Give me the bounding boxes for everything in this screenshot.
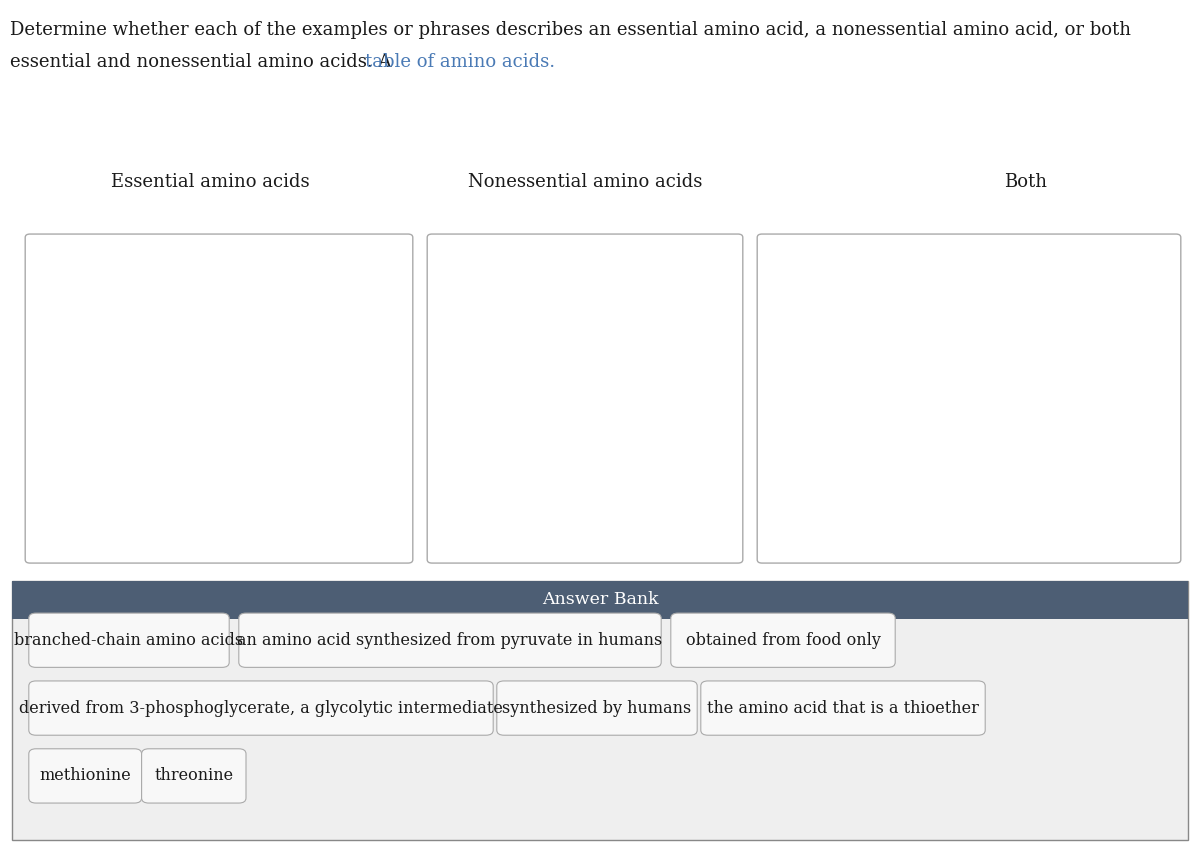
Text: an amino acid synthesized from pyruvate in humans: an amino acid synthesized from pyruvate … bbox=[238, 632, 662, 649]
Text: Determine whether each of the examples or phrases describes an essential amino a: Determine whether each of the examples o… bbox=[10, 21, 1130, 39]
FancyBboxPatch shape bbox=[29, 613, 229, 667]
Text: Nonessential amino acids: Nonessential amino acids bbox=[468, 173, 703, 191]
Text: threonine: threonine bbox=[155, 767, 233, 784]
FancyBboxPatch shape bbox=[25, 234, 413, 563]
Text: Essential amino acids: Essential amino acids bbox=[110, 173, 310, 191]
Text: table of amino acids.: table of amino acids. bbox=[365, 53, 556, 71]
Text: Both: Both bbox=[1004, 173, 1048, 191]
FancyBboxPatch shape bbox=[29, 749, 142, 803]
FancyBboxPatch shape bbox=[701, 681, 985, 735]
Text: obtained from food only: obtained from food only bbox=[685, 632, 881, 649]
FancyBboxPatch shape bbox=[427, 234, 743, 563]
Text: essential and nonessential amino acids. A: essential and nonessential amino acids. … bbox=[10, 53, 397, 71]
FancyBboxPatch shape bbox=[12, 581, 1188, 840]
FancyBboxPatch shape bbox=[497, 681, 697, 735]
Text: synthesized by humans: synthesized by humans bbox=[503, 700, 691, 717]
Text: branched-chain amino acids: branched-chain amino acids bbox=[14, 632, 244, 649]
FancyBboxPatch shape bbox=[29, 681, 493, 735]
FancyBboxPatch shape bbox=[757, 234, 1181, 563]
FancyBboxPatch shape bbox=[239, 613, 661, 667]
Text: Answer Bank: Answer Bank bbox=[541, 591, 659, 609]
Text: the amino acid that is a thioether: the amino acid that is a thioether bbox=[707, 700, 979, 717]
Text: derived from 3-phosphoglycerate, a glycolytic intermediate: derived from 3-phosphoglycerate, a glyco… bbox=[19, 700, 503, 717]
FancyBboxPatch shape bbox=[671, 613, 895, 667]
FancyBboxPatch shape bbox=[142, 749, 246, 803]
FancyBboxPatch shape bbox=[12, 581, 1188, 619]
Text: methionine: methionine bbox=[40, 767, 131, 784]
